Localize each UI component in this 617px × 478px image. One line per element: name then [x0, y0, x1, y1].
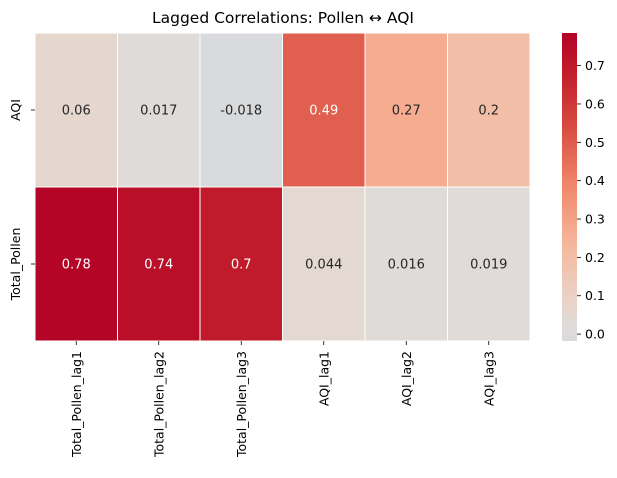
heatmap-cell [117, 32, 201, 188]
colorbar-tick-label: 0.6 [585, 96, 605, 111]
chart-title: Lagged Correlations: Pollen ↔ AQI [152, 9, 414, 27]
colorbar-tick-label: 0.2 [585, 250, 605, 265]
heatmap-cell [447, 186, 531, 342]
heatmap-cell [282, 186, 366, 342]
cell-value-label: 0.2 [478, 104, 499, 119]
x-tick-label: AQI_lag3 [481, 351, 496, 406]
cell-value-label: 0.7 [231, 258, 252, 273]
cell-value-label: 0.044 [305, 258, 342, 273]
x-tick-label: Total_Pollen_lag1 [69, 351, 84, 458]
cell-value-label: 0.74 [144, 258, 173, 273]
colorbar-tick-label: 0.1 [585, 288, 605, 303]
x-tick-label: AQI_lag2 [399, 351, 414, 406]
colorbar-tick-label: 0.4 [585, 173, 605, 188]
cell-value-label: -0.018 [220, 104, 262, 119]
colorbar-tick-label: 0.5 [585, 135, 605, 150]
colorbar-gradient [562, 33, 577, 341]
x-axis: Total_Pollen_lag1 Total_Pollen_lag2 Total_… [69, 341, 496, 458]
colorbar: 0.0 0.1 0.2 0.3 0.4 0.5 0.6 0.7 [562, 33, 605, 342]
cell-value-label: 0.27 [392, 104, 421, 119]
heatmap-cell-labels: 0.06 0.017 -0.018 0.49 0.27 0.2 0.78 0.74 0.7 0.0… [62, 104, 508, 273]
x-tick-label: Total_Pollen_lag2 [151, 351, 166, 458]
cell-value-label: 0.019 [470, 258, 507, 273]
heatmap-cell [34, 32, 118, 188]
heatmap-cells [34, 32, 531, 342]
cell-value-label: 0.017 [140, 104, 177, 119]
colorbar-tick-label: 0.7 [585, 58, 605, 73]
heatmap-cell [117, 186, 201, 342]
cell-value-label: 0.49 [309, 104, 338, 119]
x-tick-label: AQI_lag1 [316, 351, 331, 406]
heatmap-cell [364, 32, 448, 188]
cell-value-label: 0.016 [388, 258, 425, 273]
heatmap-cell [199, 32, 283, 188]
y-tick-label: AQI [8, 99, 23, 121]
heatmap-cell [447, 32, 531, 188]
colorbar-tick-label: 0.3 [585, 212, 605, 227]
colorbar-ticks: 0.0 0.1 0.2 0.3 0.4 0.5 0.6 0.7 [577, 58, 605, 342]
x-tick-label: Total_Pollen_lag3 [234, 351, 249, 458]
colorbar-tick-label: 0.0 [585, 327, 605, 342]
y-axis: AQI Total_Pollen [8, 99, 35, 301]
y-tick-label: Total_Pollen [8, 228, 23, 302]
heatmap-cell [282, 32, 366, 188]
cell-value-label: 0.06 [62, 104, 91, 119]
cell-value-label: 0.78 [62, 258, 91, 273]
